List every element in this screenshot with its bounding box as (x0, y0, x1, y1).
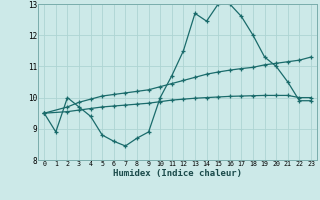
X-axis label: Humidex (Indice chaleur): Humidex (Indice chaleur) (113, 169, 242, 178)
